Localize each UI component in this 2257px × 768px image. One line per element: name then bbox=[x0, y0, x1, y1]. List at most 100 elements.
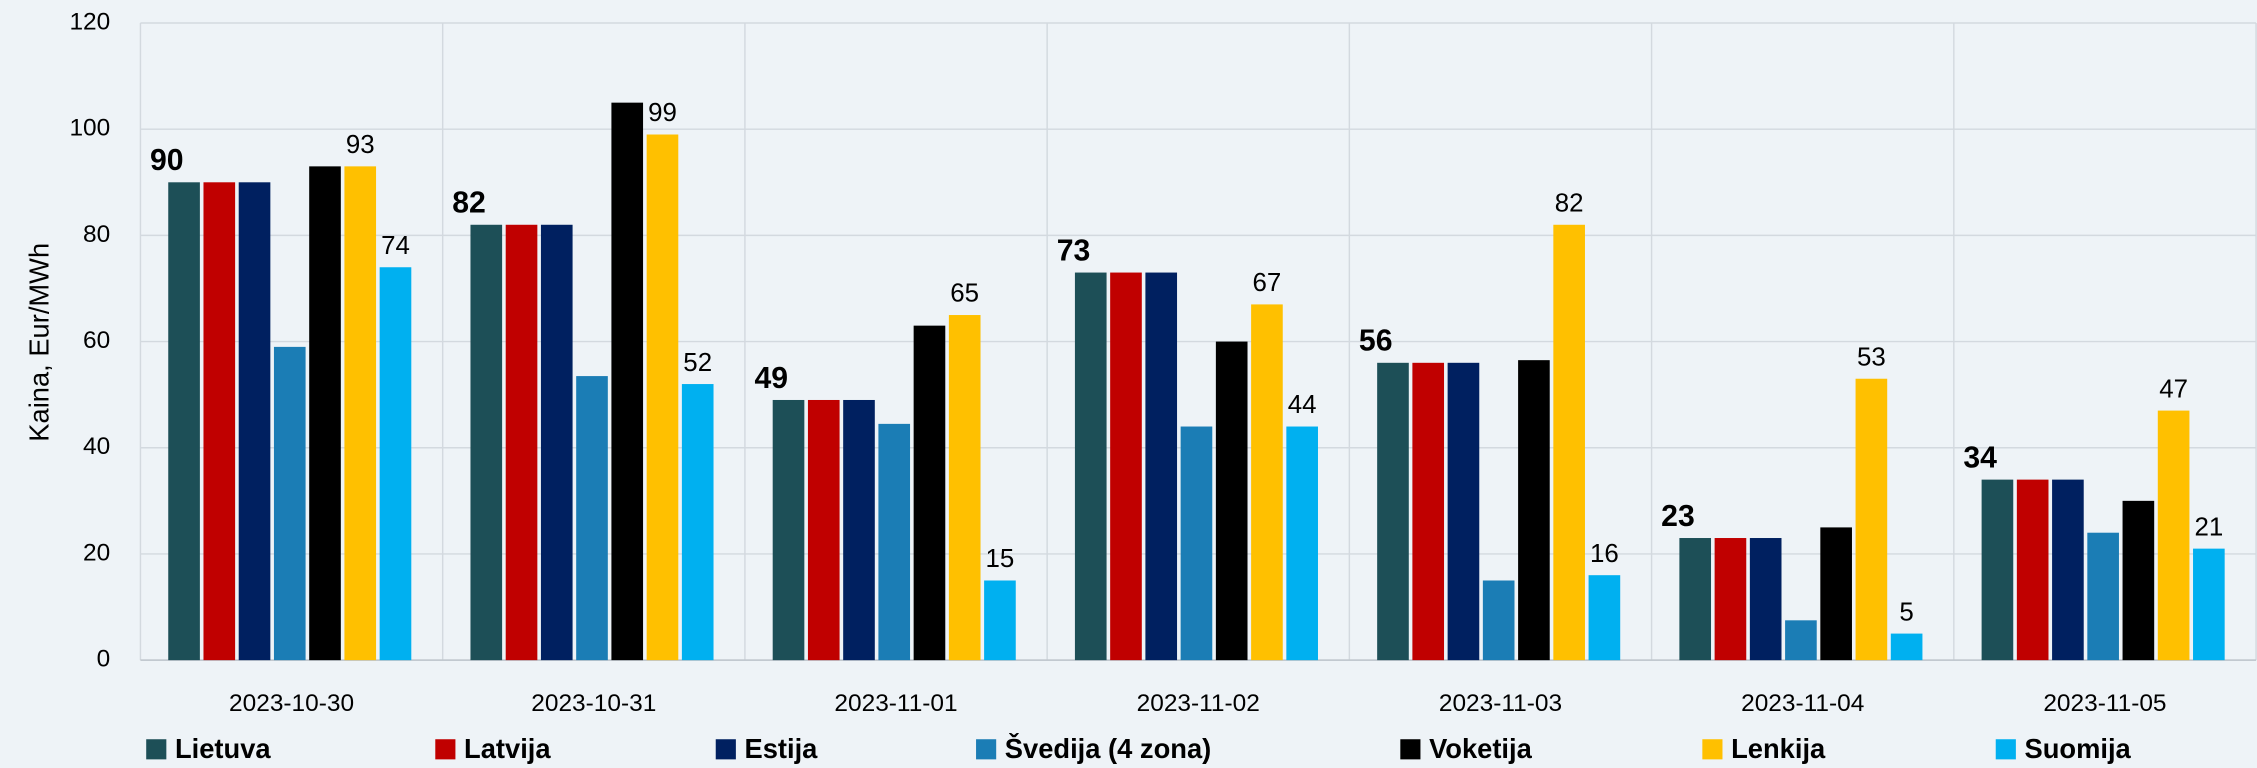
legend-label: Suomija bbox=[2025, 733, 2132, 764]
bar bbox=[1251, 304, 1283, 661]
bar bbox=[540, 224, 573, 661]
bar bbox=[273, 346, 306, 661]
legend-swatch bbox=[715, 739, 736, 760]
bar bbox=[1215, 341, 1248, 661]
bar bbox=[1820, 527, 1852, 661]
bar bbox=[203, 182, 236, 661]
bar bbox=[2193, 548, 2225, 661]
y-tick-label: 0 bbox=[97, 646, 111, 673]
data-label: 52 bbox=[683, 349, 712, 377]
bar bbox=[2122, 500, 2155, 661]
bar bbox=[843, 399, 875, 661]
data-label: 82 bbox=[452, 187, 486, 220]
bar bbox=[1890, 633, 1923, 661]
y-tick-label: 80 bbox=[83, 221, 110, 248]
legend-swatch bbox=[146, 739, 167, 760]
data-label: 67 bbox=[1253, 269, 1282, 297]
bar bbox=[309, 166, 341, 661]
bar bbox=[1749, 538, 1782, 661]
legend-swatch bbox=[435, 739, 456, 760]
x-tick-label: 2023-11-03 bbox=[1439, 690, 1562, 717]
legend-label: Švedija (4 zona) bbox=[1005, 733, 1211, 764]
legend-swatch bbox=[1995, 739, 2016, 760]
bar bbox=[1447, 362, 1480, 661]
bar bbox=[1855, 378, 1888, 661]
y-tick-label: 100 bbox=[69, 115, 110, 142]
data-label: 73 bbox=[1057, 234, 1091, 267]
legend-label: Latvija bbox=[464, 733, 551, 764]
x-tick-label: 2023-10-31 bbox=[531, 690, 656, 717]
bar bbox=[1553, 224, 1585, 661]
bar bbox=[611, 102, 644, 661]
bar bbox=[878, 423, 911, 661]
bar bbox=[344, 166, 377, 661]
data-label: 34 bbox=[1963, 441, 1997, 474]
legend-label: Lenkija bbox=[1731, 733, 1826, 764]
bar bbox=[1679, 538, 1712, 661]
bar bbox=[772, 399, 805, 661]
y-tick-label: 120 bbox=[69, 8, 110, 35]
data-label: 15 bbox=[986, 545, 1015, 573]
bar bbox=[470, 224, 503, 661]
y-tick-label: 40 bbox=[83, 433, 110, 460]
data-label: 93 bbox=[346, 131, 375, 159]
data-label: 56 bbox=[1359, 325, 1393, 358]
bar bbox=[1074, 272, 1107, 661]
legend-label: Estija bbox=[745, 733, 819, 764]
data-label: 16 bbox=[1590, 540, 1619, 568]
bar bbox=[1588, 575, 1621, 661]
x-tick-label: 2023-10-30 bbox=[229, 690, 354, 717]
bar bbox=[168, 182, 200, 661]
bar bbox=[1482, 580, 1515, 661]
bar bbox=[1412, 362, 1445, 661]
x-tick-label: 2023-11-05 bbox=[2043, 690, 2166, 717]
data-label: 74 bbox=[381, 232, 410, 260]
data-label: 65 bbox=[950, 280, 979, 308]
bar bbox=[984, 580, 1016, 661]
bar bbox=[1145, 272, 1178, 661]
bar bbox=[2157, 410, 2190, 661]
data-label: 21 bbox=[2194, 513, 2223, 541]
data-label: 44 bbox=[1288, 391, 1317, 419]
bar bbox=[379, 267, 412, 661]
x-tick-label: 2023-11-02 bbox=[1137, 690, 1260, 717]
bar bbox=[576, 376, 608, 661]
data-label: 47 bbox=[2159, 375, 2188, 403]
legend-swatch bbox=[1702, 739, 1723, 760]
bar bbox=[2016, 479, 2049, 661]
data-label: 90 bbox=[150, 144, 184, 177]
data-label: 23 bbox=[1661, 500, 1695, 533]
bar bbox=[1981, 479, 2014, 661]
data-label: 5 bbox=[1899, 598, 1913, 626]
y-tick-label: 20 bbox=[83, 539, 110, 566]
legend-label: Lietuva bbox=[175, 733, 271, 764]
data-label: 99 bbox=[648, 99, 677, 127]
x-tick-label: 2023-11-04 bbox=[1741, 690, 1864, 717]
bar bbox=[1180, 426, 1213, 661]
bar bbox=[2087, 532, 2119, 661]
bar bbox=[913, 325, 946, 661]
bar bbox=[2052, 479, 2084, 661]
bar bbox=[948, 315, 981, 661]
bar bbox=[1110, 272, 1142, 661]
data-label: 82 bbox=[1555, 189, 1584, 217]
y-tick-label: 60 bbox=[83, 327, 110, 354]
bar bbox=[1714, 538, 1747, 661]
x-tick-label: 2023-11-01 bbox=[834, 690, 957, 717]
bar bbox=[681, 384, 714, 661]
data-label: 53 bbox=[1857, 343, 1886, 371]
bar bbox=[807, 399, 840, 661]
legend-swatch bbox=[1400, 739, 1421, 760]
bar bbox=[1377, 362, 1409, 661]
bar bbox=[238, 182, 271, 661]
legend-label: Voketija bbox=[1429, 733, 1533, 764]
bar bbox=[505, 224, 538, 661]
data-label: 49 bbox=[754, 362, 788, 395]
bar bbox=[1286, 426, 1318, 661]
bar bbox=[646, 134, 679, 661]
bar bbox=[1785, 620, 1817, 661]
y-axis-label: Kaina, Eur/MWh bbox=[23, 243, 54, 442]
legend-swatch bbox=[976, 739, 997, 760]
bar bbox=[1518, 360, 1550, 661]
